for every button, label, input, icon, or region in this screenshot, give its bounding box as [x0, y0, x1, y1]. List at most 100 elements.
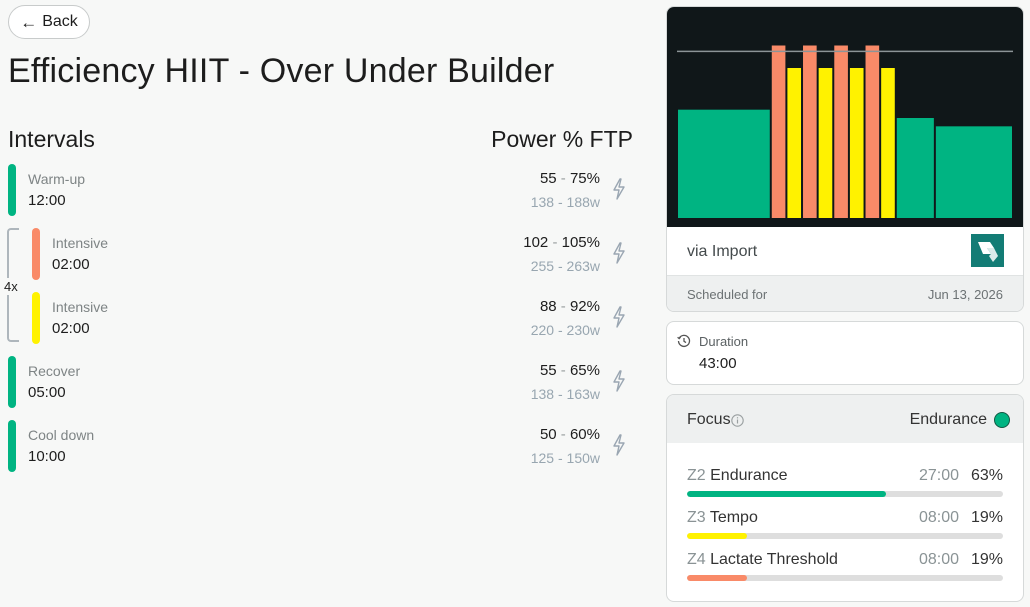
- interval-watts-low: 138: [530, 194, 555, 210]
- zone-code: Z3: [687, 509, 706, 526]
- duration-card: Duration 43:00: [666, 321, 1024, 385]
- focus-label: Focus: [687, 411, 731, 428]
- interval-duration: 12:00: [28, 192, 66, 209]
- lightning-bolt-icon: [613, 370, 625, 392]
- interval-power-percent: 55 - 65%: [539, 362, 600, 379]
- zone-percent: 19%: [970, 509, 1003, 526]
- interval-row: Intensive 02:00 102 - 105% 255 - 263w: [32, 228, 640, 282]
- interval-pct-high: 65%: [569, 362, 600, 379]
- interval-watts: 255 - 263w: [530, 258, 600, 274]
- arrow-left-icon: ←: [20, 12, 38, 32]
- zone-code: Z4: [687, 551, 706, 568]
- interval-watts-low: 220: [530, 322, 555, 338]
- zone-percent: 63%: [970, 467, 1003, 484]
- zone-label: Endurance: [710, 467, 788, 484]
- chart-bar: [935, 126, 1012, 218]
- interval-color-bar: [8, 164, 16, 216]
- repeat-label: 4x: [4, 278, 18, 295]
- interval-watts-high: 263w: [566, 258, 600, 274]
- info-icon[interactable]: [731, 414, 744, 427]
- zone-time: 27:00: [918, 467, 959, 484]
- power-heading: Power % FTP: [491, 126, 633, 152]
- interval-pct-low: 55: [539, 170, 557, 187]
- lightning-bolt-icon: [613, 306, 625, 328]
- duration-value: 43:00: [699, 355, 737, 372]
- zone-row: Z4 Lactate Threshold 08:00 19%: [687, 551, 1003, 587]
- interval-name: Intensive: [52, 235, 109, 251]
- interval-watts-high: 188w: [566, 194, 600, 210]
- interval-color-bar: [8, 420, 16, 472]
- source-text: via Import: [687, 243, 758, 260]
- zone-progress-fill: [687, 575, 748, 581]
- zone-progress-fill: [687, 491, 887, 497]
- interval-color-bar: [32, 228, 40, 280]
- zone-row: Z3 Tempo 08:00 19%: [687, 509, 1003, 545]
- chart-bar: [896, 118, 934, 218]
- chart-bar: [834, 45, 848, 218]
- interval-name: Warm-up: [28, 171, 86, 187]
- interval-watts: 138 - 163w: [530, 386, 600, 402]
- interval-watts-low: 138: [530, 386, 555, 402]
- zone-code: Z2: [687, 467, 706, 484]
- interval-watts-high: 150w: [566, 450, 600, 466]
- workout-chart: [667, 7, 1023, 227]
- interval-watts-low: 255: [530, 258, 555, 274]
- focus-zone-dot: [994, 412, 1010, 428]
- interval-power-percent: 55 - 75%: [539, 170, 600, 187]
- schedule-row: Scheduled for Jun 13, 2026: [667, 275, 1023, 311]
- interval-color-bar: [32, 292, 40, 344]
- interval-power-percent: 50 - 60%: [539, 426, 600, 443]
- interval-duration: 10:00: [28, 448, 66, 465]
- lightning-bolt-icon: [613, 434, 625, 456]
- interval-watts-low: 125: [530, 450, 555, 466]
- interval-name: Cool down: [28, 427, 95, 443]
- lightning-bolt-icon: [613, 178, 625, 200]
- zone-label: Tempo: [709, 509, 758, 526]
- zone-time: 08:00: [918, 509, 959, 526]
- interval-row: Warm-up 12:00 55 - 75% 138 - 188w: [8, 164, 640, 218]
- chart-bar: [849, 68, 864, 218]
- interval-watts: 125 - 150w: [530, 450, 600, 466]
- interval-pct-low: 50: [539, 426, 557, 443]
- zone-progress-track: [687, 491, 1003, 497]
- focus-card: Focus Endurance Z2 Endurance 27:00 63% Z3 T…: [666, 394, 1024, 602]
- focus-header: Focus Endurance: [667, 395, 1023, 443]
- interval-duration: 05:00: [28, 384, 66, 401]
- zone-percent: 19%: [970, 551, 1003, 568]
- interval-pct-high: 60%: [569, 426, 600, 443]
- zone-progress-track: [687, 575, 1003, 581]
- workout-preview-card: via Import Scheduled for Jun 13, 2026: [666, 6, 1024, 312]
- interval-pct-high: 105%: [561, 234, 600, 251]
- zone-name: Z3 Tempo: [687, 509, 758, 527]
- duration-label: Duration: [699, 334, 749, 349]
- chart-bar: [771, 45, 786, 218]
- schedule-label: Scheduled for: [687, 287, 768, 302]
- chart-bar: [803, 45, 817, 218]
- back-button[interactable]: ← Back: [8, 5, 90, 39]
- import-logo-icon: [971, 234, 1004, 267]
- chart-bar: [865, 45, 880, 218]
- timer-icon: [677, 334, 691, 347]
- interval-watts: 138 - 188w: [530, 194, 600, 210]
- chart-bar: [818, 68, 833, 218]
- intervals-heading: Intervals: [8, 126, 95, 152]
- lightning-bolt-icon: [613, 242, 625, 264]
- interval-power-percent: 102 - 105%: [523, 234, 600, 251]
- back-label: Back: [42, 13, 78, 30]
- interval-duration: 02:00: [52, 320, 90, 337]
- zone-progress-track: [687, 533, 1003, 539]
- interval-duration: 02:00: [52, 256, 90, 273]
- interval-pct-high: 75%: [569, 170, 600, 187]
- zone-name: Z4 Lactate Threshold: [687, 551, 838, 569]
- zone-time: 08:00: [918, 551, 959, 568]
- zone-label: Lactate Threshold: [710, 551, 838, 568]
- schedule-date: Jun 13, 2026: [927, 287, 1003, 302]
- interval-color-bar: [8, 356, 16, 408]
- interval-pct-low: 102: [523, 234, 549, 251]
- interval-pct-low: 55: [539, 362, 557, 379]
- interval-pct-high: 92%: [569, 298, 600, 315]
- chart-bar: [881, 68, 895, 218]
- chart-bar: [678, 109, 770, 218]
- interval-power-percent: 88 - 92%: [539, 298, 600, 315]
- interval-name: Intensive: [52, 299, 109, 315]
